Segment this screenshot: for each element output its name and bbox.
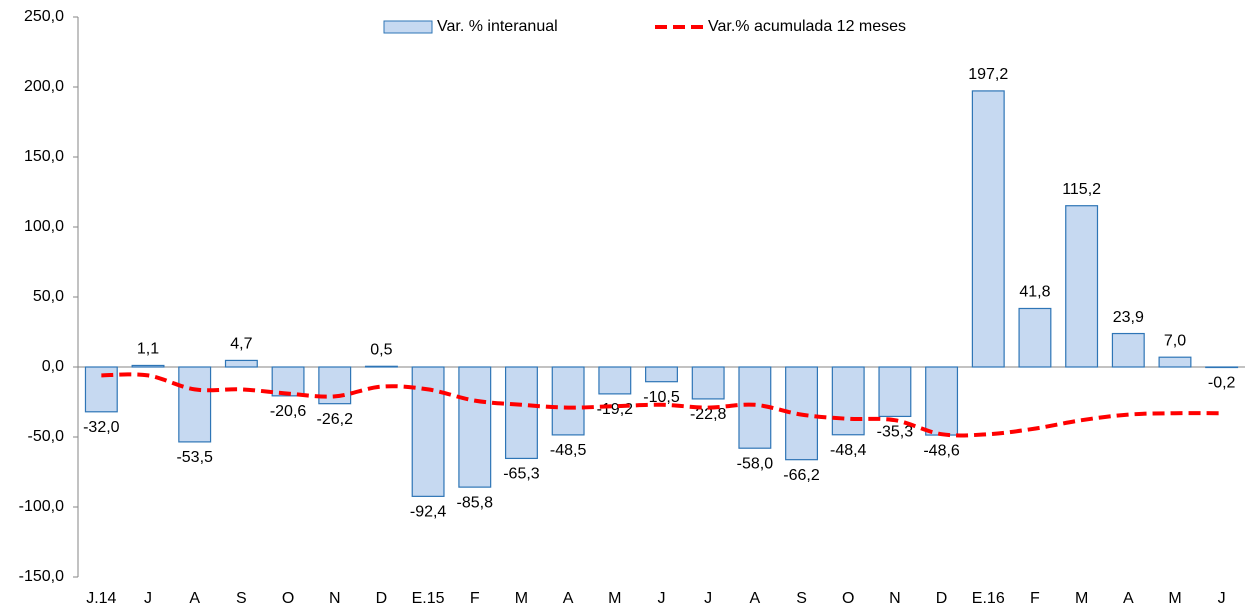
x-tick-label: A <box>1123 590 1134 607</box>
x-tick-label: J <box>1218 590 1226 607</box>
x-tick-label: S <box>236 590 247 607</box>
line-series <box>101 372 1222 438</box>
x-tick-label: J.14 <box>86 590 116 607</box>
x-tick-label: D <box>376 590 388 607</box>
x-tick-label: M <box>1168 590 1181 607</box>
x-tick-label: O <box>842 590 854 607</box>
data-label: -85,8 <box>457 494 494 511</box>
bar <box>458 366 492 488</box>
y-tick-label: 50,0 <box>33 288 64 305</box>
data-label: -58,0 <box>737 455 774 472</box>
data-label: 23,9 <box>1113 309 1144 326</box>
data-label: -66,2 <box>783 467 820 484</box>
bar <box>598 366 632 395</box>
x-tick-label: A <box>750 590 761 607</box>
data-label: -20,6 <box>270 403 307 420</box>
y-tick-label: -100,0 <box>19 498 64 515</box>
data-label: -0,2 <box>1208 374 1236 391</box>
x-tick-label: S <box>796 590 807 607</box>
data-label: -35,3 <box>877 424 914 441</box>
bar <box>691 366 725 400</box>
bar <box>1065 205 1099 368</box>
x-tick-label: M <box>515 590 528 607</box>
data-label: -32,0 <box>83 419 120 436</box>
bar <box>271 366 305 397</box>
x-tick-label: M <box>1075 590 1088 607</box>
data-label: 1,1 <box>137 341 159 358</box>
data-label: -48,4 <box>830 442 867 459</box>
x-tick-label: J <box>144 590 152 607</box>
x-tick-label: J <box>658 590 666 607</box>
bar <box>411 366 445 497</box>
data-label: -92,4 <box>410 504 447 521</box>
bar <box>224 359 258 368</box>
data-label: 0,5 <box>370 342 392 359</box>
data-label: 4,7 <box>230 336 252 353</box>
x-tick-label: D <box>936 590 948 607</box>
bar <box>971 90 1005 368</box>
y-tick-label: 0,0 <box>42 358 64 375</box>
data-label: 7,0 <box>1164 332 1186 349</box>
bar <box>364 365 398 368</box>
x-tick-label: F <box>1030 590 1040 607</box>
y-tick-label: 250,0 <box>24 8 64 25</box>
y-tick-label: -50,0 <box>28 428 65 445</box>
y-tick-label: -150,0 <box>19 568 64 585</box>
bar <box>131 364 165 368</box>
bar <box>1111 332 1145 368</box>
data-label: -19,2 <box>597 401 634 418</box>
bar <box>878 366 912 418</box>
data-label: -48,5 <box>550 442 587 459</box>
bar <box>1158 356 1192 368</box>
y-tick-label: 150,0 <box>24 148 64 165</box>
x-tick-label: E.15 <box>412 590 445 607</box>
x-tick-label: E.16 <box>972 590 1005 607</box>
data-label: -10,5 <box>643 389 680 406</box>
data-label: -65,3 <box>503 466 540 483</box>
data-label: -22,8 <box>690 406 727 423</box>
legend-label: Var. % interanual <box>437 18 558 35</box>
bar <box>178 366 212 443</box>
data-label: -53,5 <box>176 449 213 466</box>
bar <box>504 366 538 460</box>
x-tick-label: A <box>563 590 574 607</box>
x-tick-label: J <box>704 590 712 607</box>
bar <box>1018 307 1052 368</box>
x-tick-label: O <box>282 590 294 607</box>
bar <box>831 366 865 436</box>
x-tick-label: F <box>470 590 480 607</box>
bar <box>925 366 959 436</box>
y-tick-label: 200,0 <box>24 78 64 95</box>
legend-label: Var.% acumulada 12 meses <box>708 18 906 35</box>
data-label: 41,8 <box>1019 284 1050 301</box>
bar <box>1205 366 1239 369</box>
bar <box>645 366 678 383</box>
data-label: 197,2 <box>968 66 1008 83</box>
data-label: -26,2 <box>317 411 354 428</box>
y-tick-label: 100,0 <box>24 218 64 235</box>
legend-swatch <box>383 20 433 34</box>
x-tick-label: N <box>889 590 901 607</box>
x-tick-label: A <box>189 590 200 607</box>
bar <box>551 366 585 436</box>
data-label: -48,6 <box>923 442 960 459</box>
data-label: 115,2 <box>1062 181 1101 198</box>
x-tick-label: M <box>608 590 621 607</box>
x-tick-label: N <box>329 590 341 607</box>
